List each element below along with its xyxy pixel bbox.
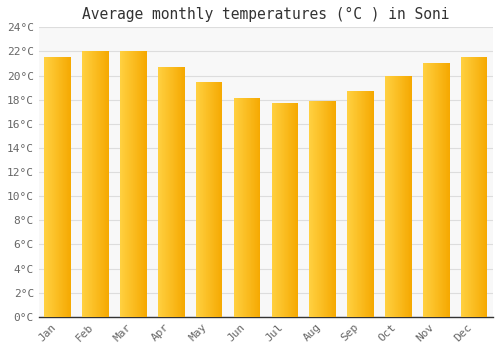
Title: Average monthly temperatures (°C ) in Soni: Average monthly temperatures (°C ) in So… bbox=[82, 7, 450, 22]
